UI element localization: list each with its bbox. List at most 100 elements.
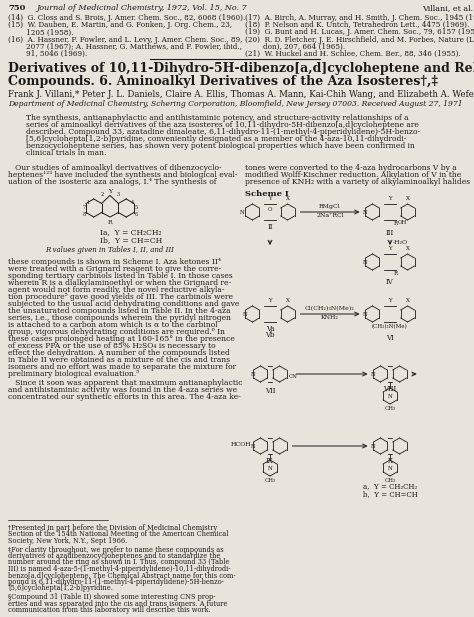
Text: benzocycloheptene series, has shown very potent biological properties which have: benzocycloheptene series, has shown very… [26,142,415,150]
Text: II: II [267,223,273,231]
Text: 1205 (1958).: 1205 (1958). [8,28,73,36]
Text: (14)  G. Closs and S. Brois, J. Amer. Chem. Soc., 82, 6068 (1960).: (14) G. Closs and S. Brois, J. Amer. Che… [8,14,245,22]
Text: N: N [363,210,367,215]
Text: R values given in Tables I, II, and III: R values given in Tables I, II, and III [46,246,174,254]
Text: series, i.e., those compounds wherein the pyridyl nitrogen: series, i.e., those compounds wherein th… [8,313,231,321]
Text: concentrated our synthetic efforts in this area. The 4-aza ke-: concentrated our synthetic efforts in th… [8,392,241,400]
Text: were treated with a Grignard reagent to give the corre-: were treated with a Grignard reagent to … [8,265,221,273]
Text: Journal of Medicinal Chemistry, 1972, Vol. 15, No. 7: Journal of Medicinal Chemistry, 1972, Vo… [36,4,247,12]
Text: Y: Y [108,189,112,194]
Text: of excess PPA or the use of 85% H₂SO₄ is necessary to: of excess PPA or the use of 85% H₂SO₄ is… [8,342,216,350]
Text: 7: 7 [82,205,86,210]
Text: 8: 8 [82,212,86,217]
Text: N: N [240,210,245,215]
Text: O: O [268,207,272,212]
Text: N: N [268,465,273,471]
Text: 91, 5046 (1969).: 91, 5046 (1969). [8,50,87,58]
Text: III: III [386,229,394,237]
Text: N: N [371,371,375,376]
Text: CH₃: CH₃ [384,406,396,411]
Text: Our studies of aminoalkyl derivatives of dibenzocyclo-: Our studies of aminoalkyl derivatives of… [8,164,222,172]
Text: in Table II were obtained as a mixture of the cis and trans: in Table II were obtained as a mixture o… [8,355,230,363]
Text: Compounds. 6. Aminoalkyl Derivatives of the Aza Isosteres†,‡: Compounds. 6. Aminoalkyl Derivatives of … [8,75,438,88]
Text: don), 207, 664 (1965).: don), 207, 664 (1965). [245,43,345,51]
Text: number around the ring as shown in I. Thus, compound 33 (Table: number around the ring as shown in I. Th… [8,558,229,566]
Text: (CH₂)₃N(Me): (CH₂)₃N(Me) [372,324,408,329]
Text: Ib,  Y = CH=CH: Ib, Y = CH=CH [100,236,162,244]
Text: Since it soon was apparent that maximum antianaphylactic: Since it soon was apparent that maximum … [8,379,243,387]
Text: preliminary biological evaluation.⁵: preliminary biological evaluation.⁵ [8,370,139,378]
Text: CH₃: CH₃ [384,478,396,483]
Text: these compounds is shown in Scheme I. Aza ketones II⁴: these compounds is shown in Scheme I. Az… [8,258,221,266]
Text: X: X [388,457,392,465]
Text: these cases prolonged heating at 160-165° in the presence: these cases prolonged heating at 160-165… [8,334,235,342]
Text: Va: Va [266,325,274,333]
Text: IX: IX [266,457,274,465]
Text: agent would not form readily, the novel reductive alkyla-: agent would not form readily, the novel … [8,286,225,294]
Text: R: R [108,220,112,225]
Text: subjected to the usual acid dehydrating conditions and gave: subjected to the usual acid dehydrating … [8,300,239,308]
Text: N: N [251,444,255,449]
Text: N: N [243,312,247,317]
Text: ‡For clarity throughout, we prefer to name these compounds as: ‡For clarity throughout, we prefer to na… [8,545,224,553]
Text: HCOH: HCOH [231,442,251,447]
Text: 2Na⁺RCl: 2Na⁺RCl [316,213,344,218]
Text: Villani, et al.: Villani, et al. [422,4,473,12]
Text: (16)  A. Hassner, F. Fowler, and L. Levy, J. Amer. Chem. Soc., 89,: (16) A. Hassner, F. Fowler, and L. Levy,… [8,36,242,44]
Text: CN: CN [289,374,298,379]
Text: N: N [363,312,367,317]
Text: 2: 2 [100,192,103,197]
Text: OH: OH [398,220,407,225]
Text: X: X [406,196,410,201]
Text: 3: 3 [117,192,119,197]
Text: wherein R is a dialkylaminoethyl or when the Grignard re-: wherein R is a dialkylaminoethyl or when… [8,279,231,287]
Text: 6: 6 [134,212,137,217]
Text: modified Wolff-Kischner reduction. Alkylation of V in the: modified Wolff-Kischner reduction. Alkyl… [245,171,461,179]
Text: N: N [388,394,392,399]
Text: (17)  A. Birch, A. Murray, and H. Smith, J. Chem. Soc., 1945 (1951).: (17) A. Birch, A. Murray, and H. Smith, … [245,14,474,22]
Text: X: X [406,246,410,251]
Text: tones were converted to the 4-aza hydrocarbons V by a: tones were converted to the 4-aza hydroc… [245,164,457,172]
Text: (18)  P. Nelson and K. Untch, Tetrahedron Lett., 4475 (1969).: (18) P. Nelson and K. Untch, Tetrahedron… [245,21,469,29]
Text: 1: 1 [86,200,90,205]
Text: X: X [406,298,410,303]
Text: N: N [363,260,367,265]
Text: sponding tertiary carbinols listed in Table I. In those cases: sponding tertiary carbinols listed in Ta… [8,271,233,280]
Text: presence of KNH₂ with a variety of alkylaminoalkyl halides: presence of KNH₂ with a variety of alkyl… [245,178,470,186]
Text: VIII: VIII [383,385,397,393]
Text: -H₂O: -H₂O [393,241,408,246]
Text: (20)  R. D. Fletcher, J. E. Hirschfield, and M. Forbes, Nature (Lon-: (20) R. D. Fletcher, J. E. Hirschfield, … [245,36,474,44]
Text: Society, New York, N.Y., Sept 1966.: Society, New York, N.Y., Sept 1966. [8,537,127,545]
Text: and antihistaminic activity was found in the 4-aza series we: and antihistaminic activity was found in… [8,386,237,394]
Text: clinical trials in man.: clinical trials in man. [26,149,106,157]
Text: a,  Y = CH₂CH₂: a, Y = CH₂CH₂ [363,482,417,490]
Text: derivatives of azadibenzocycloheptenes and to standardize the: derivatives of azadibenzocycloheptenes a… [8,552,220,560]
Text: 5: 5 [134,205,137,210]
Text: IV: IV [386,278,394,286]
Text: group, vigorous dehydrating conditions are required.⁶ In: group, vigorous dehydrating conditions a… [8,328,225,336]
Text: Derivatives of 10,11-Dihydro-5H-dibenzo[a,d]cycloheptene and Related: Derivatives of 10,11-Dihydro-5H-dibenzo[… [8,62,474,75]
Text: N: N [371,444,375,449]
Text: 4: 4 [130,200,134,205]
Text: the unsaturated compounds listed in Table II. In the 4-aza: the unsaturated compounds listed in Tabl… [8,307,231,315]
Text: Y: Y [268,298,272,303]
Text: 2077 (1967); A. Hassner, G. Matthews, and F. Fowler, ibid.,: 2077 (1967); A. Hassner, G. Matthews, an… [8,43,242,51]
Text: Y: Y [388,196,392,201]
Text: §Compound 31 (Table II) showed some interesting CNS prop-: §Compound 31 (Table II) showed some inte… [8,593,216,601]
Text: KNH₂: KNH₂ [321,315,339,320]
Text: N: N [388,465,392,471]
Text: R: R [393,271,397,276]
Text: isomers and no effort was made to separate the mixture for: isomers and no effort was made to separa… [8,363,236,371]
Text: Section of the 154th National Meeting of the American Chemical: Section of the 154th National Meeting of… [8,531,228,539]
Text: communication from this laboratory will describe this work.: communication from this laboratory will … [8,606,210,614]
Text: Y: Y [268,196,272,201]
Text: (19)  G. Bunt and H. Lucas, J. Amer. Chem. Soc., 79, 6157 (1957).: (19) G. Bunt and H. Lucas, J. Amer. Chem… [245,28,474,36]
Text: tion procedure⁵ gave good yields of III. The carbinols were: tion procedure⁵ gave good yields of III.… [8,292,233,300]
Text: The synthesis, antianaphylactic and antihistaminic potency, and structure-activi: The synthesis, antianaphylactic and anti… [26,114,409,122]
Text: heptenes¹²³ have included the synthesis and biological eval-: heptenes¹²³ have included the synthesis … [8,171,237,179]
Text: benzo[a,d]cycloheptene. The Chemical Abstract name for this com-: benzo[a,d]cycloheptene. The Chemical Abs… [8,571,236,579]
Text: Scheme I: Scheme I [245,190,289,198]
Text: pound is 6,11-dihydro-11-(1-methyl-4-piperidylidene)-5H-benzo-: pound is 6,11-dihydro-11-(1-methyl-4-pip… [8,578,224,586]
Text: Ia,  Y = CH₂CH₂: Ia, Y = CH₂CH₂ [100,228,162,236]
Text: Frank J. Villani,* Peter J. L. Daniels, Claire A. Ellis, Thomas A. Mann, Kai-Chi: Frank J. Villani,* Peter J. L. Daniels, … [8,90,474,99]
